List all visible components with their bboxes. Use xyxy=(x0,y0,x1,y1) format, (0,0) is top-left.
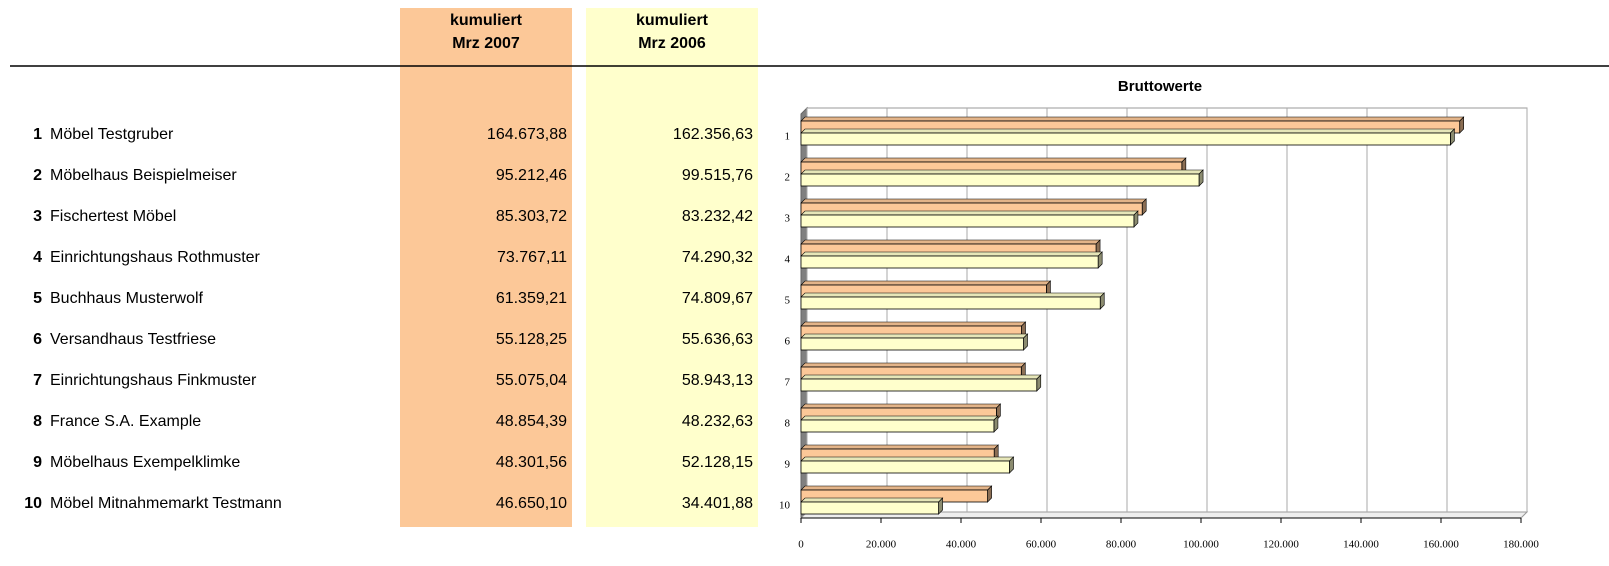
y-tick-label: 9 xyxy=(785,459,791,471)
x-tick-label: 20.000 xyxy=(866,539,897,551)
y-tick-label: 10 xyxy=(779,500,791,512)
value-2006: 74.290,32 xyxy=(682,249,753,266)
rank: 10 xyxy=(24,495,42,512)
x-tick-label: 0 xyxy=(798,539,804,551)
company-name: France S.A. Example xyxy=(50,413,201,430)
rank: 9 xyxy=(33,454,42,471)
value-2006: 52.128,15 xyxy=(682,454,753,471)
rank: 4 xyxy=(33,249,42,266)
bar xyxy=(800,501,940,515)
bar xyxy=(800,214,1135,228)
value-2006: 162.356,63 xyxy=(673,126,753,143)
company-name: Möbelhaus Exempelklimke xyxy=(50,454,240,471)
rank: 8 xyxy=(33,413,42,430)
x-tick-label: 120.000 xyxy=(1263,539,1299,551)
y-tick-label: 7 xyxy=(785,377,791,389)
company-name: Buchhaus Musterwolf xyxy=(50,290,204,307)
value-2006: 99.515,76 xyxy=(682,167,753,184)
y-tick-label: 4 xyxy=(785,254,791,266)
x-tick-label: 80.000 xyxy=(1106,539,1137,551)
company-name: Fischertest Möbel xyxy=(50,208,176,225)
bar-top xyxy=(800,497,944,503)
bar-top xyxy=(800,251,1103,257)
x-tick-label: 40.000 xyxy=(946,539,977,551)
value-2007: 73.767,11 xyxy=(497,249,567,266)
company-name: Möbel Mitnahmemarkt Testmann xyxy=(50,495,282,512)
x-tick-label: 100.000 xyxy=(1183,539,1219,551)
column-bg-2007 xyxy=(400,8,572,527)
value-2007: 48.301,56 xyxy=(496,454,567,471)
value-2007: 61.359,21 xyxy=(496,290,567,307)
rank: 2 xyxy=(33,167,42,184)
value-2006: 34.401,88 xyxy=(682,495,753,512)
value-2007: 55.128,25 xyxy=(496,331,567,348)
y-tick-label: 5 xyxy=(785,295,791,307)
bar-top xyxy=(800,415,999,421)
value-2007: 55.075,04 xyxy=(496,372,567,389)
rank: 1 xyxy=(33,126,42,143)
x-tick-label: 160.000 xyxy=(1423,539,1459,551)
company-name: Einrichtungshaus Finkmuster xyxy=(50,372,257,389)
y-tick-label: 2 xyxy=(785,172,791,184)
company-name: Einrichtungshaus Rothmuster xyxy=(50,249,261,266)
column-bg-2006 xyxy=(586,8,758,527)
bar xyxy=(800,173,1200,187)
rank: 7 xyxy=(33,372,42,389)
bar-top xyxy=(800,239,1101,245)
bar-top xyxy=(800,403,1002,409)
bar xyxy=(800,419,995,433)
value-2006: 48.232,63 xyxy=(682,413,753,430)
bar-top xyxy=(800,198,1147,204)
value-2006: 55.636,63 xyxy=(682,331,753,348)
bar xyxy=(800,255,1099,269)
value-2006: 74.809,67 xyxy=(682,290,753,307)
rank: 3 xyxy=(33,208,42,225)
y-tick-label: 8 xyxy=(785,418,791,430)
bar xyxy=(800,132,1451,146)
bar-top xyxy=(800,456,1015,462)
value-2007: 85.303,72 xyxy=(496,208,567,225)
value-2007: 164.673,88 xyxy=(487,126,567,143)
column-header: kumuliert xyxy=(450,12,523,29)
bar-top xyxy=(800,292,1105,298)
bar-top xyxy=(800,444,999,450)
bar-top xyxy=(800,485,993,491)
company-name: Versandhaus Testfriese xyxy=(50,331,216,348)
value-2006: 83.232,42 xyxy=(682,208,753,225)
y-tick-label: 6 xyxy=(785,336,791,348)
bar-top xyxy=(800,321,1027,327)
column-header: Mrz 2006 xyxy=(638,35,706,52)
bar-top xyxy=(800,280,1052,286)
bar-top xyxy=(800,157,1187,163)
x-tick-label: 60.000 xyxy=(1026,539,1057,551)
y-tick-label: 1 xyxy=(785,131,791,143)
column-header: kumuliert xyxy=(636,12,709,29)
company-name: Möbelhaus Beispielmeiser xyxy=(50,167,237,184)
bar-top xyxy=(800,333,1029,339)
x-tick-label: 180.000 xyxy=(1503,539,1539,551)
bar-top xyxy=(800,362,1027,368)
bar-top xyxy=(800,374,1042,380)
company-name: Möbel Testgruber xyxy=(50,126,174,143)
bar xyxy=(800,296,1101,310)
value-2007: 48.854,39 xyxy=(496,413,567,430)
bar-top xyxy=(800,169,1204,175)
chart-title: Bruttowerte xyxy=(1118,78,1202,95)
bar xyxy=(800,337,1024,351)
value-2006: 58.943,13 xyxy=(682,372,753,389)
y-tick-label: 3 xyxy=(785,213,791,225)
bar-top xyxy=(800,128,1456,134)
rank: 5 xyxy=(33,290,42,307)
bar-top xyxy=(800,210,1139,216)
value-2007: 46.650,10 xyxy=(496,495,567,512)
rank: 6 xyxy=(33,331,42,348)
bar-top xyxy=(800,116,1465,122)
column-header: Mrz 2007 xyxy=(452,35,520,52)
x-tick-label: 140.000 xyxy=(1343,539,1379,551)
bar xyxy=(800,460,1010,474)
value-2007: 95.212,46 xyxy=(496,167,567,184)
bar xyxy=(800,378,1038,392)
